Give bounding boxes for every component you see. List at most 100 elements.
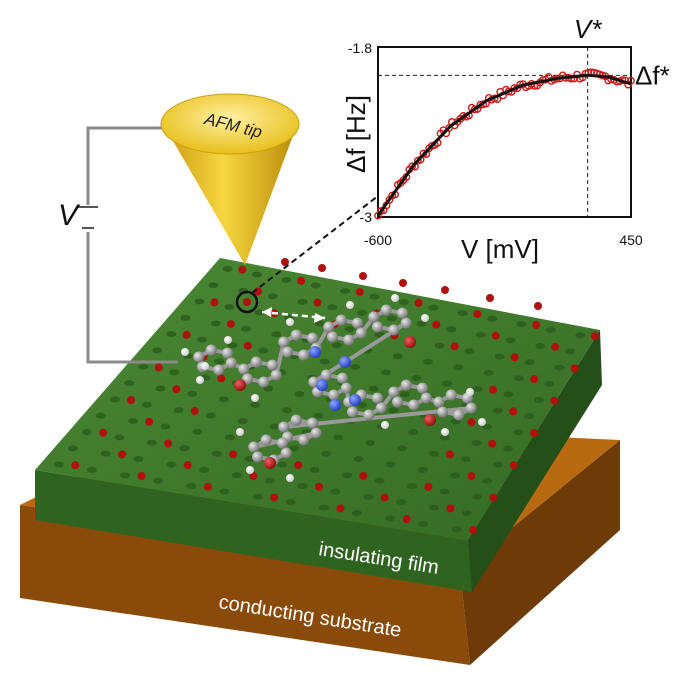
nitrogen-atom bbox=[316, 379, 328, 391]
lattice-site bbox=[428, 504, 439, 511]
lattice-site bbox=[533, 396, 544, 403]
lattice-site bbox=[67, 445, 78, 452]
lattice-site bbox=[434, 342, 445, 349]
carbon-atom bbox=[437, 406, 449, 418]
carbon-atom bbox=[328, 389, 340, 401]
adatom bbox=[172, 385, 181, 394]
lattice-site bbox=[422, 358, 433, 365]
lattice-site bbox=[505, 337, 516, 344]
lattice-site bbox=[254, 309, 265, 316]
adatom bbox=[491, 331, 500, 340]
adatom bbox=[424, 482, 433, 491]
lattice-site bbox=[95, 412, 106, 419]
nitrogen-atom bbox=[339, 356, 351, 368]
tip-top-face bbox=[160, 93, 300, 155]
carbon-atom bbox=[368, 311, 380, 323]
adatom bbox=[137, 472, 146, 481]
lattice-site bbox=[331, 342, 342, 349]
lattice-site bbox=[133, 456, 144, 463]
lattice-site bbox=[407, 483, 418, 490]
lattice-site bbox=[487, 315, 498, 322]
hydrogen-atom bbox=[201, 362, 209, 370]
adatom bbox=[126, 396, 135, 405]
hydrogen-atom bbox=[224, 336, 232, 344]
oxygen-atom bbox=[404, 336, 416, 348]
lattice-site bbox=[100, 450, 111, 457]
lattice-site bbox=[208, 282, 219, 289]
lattice-site bbox=[294, 391, 305, 398]
hydrogen-atom bbox=[251, 394, 259, 402]
adatom bbox=[510, 353, 519, 362]
adatom bbox=[488, 439, 497, 448]
lattice-site bbox=[494, 353, 505, 360]
lattice-site bbox=[564, 348, 575, 355]
hydrogen-atom bbox=[346, 301, 354, 309]
carbon-atom bbox=[371, 392, 383, 404]
carbon-atom bbox=[213, 364, 225, 376]
lattice-site bbox=[179, 445, 190, 452]
lattice-site bbox=[313, 412, 324, 419]
adatom bbox=[441, 286, 449, 294]
carbon-atom bbox=[363, 409, 375, 421]
lattice-site bbox=[575, 332, 586, 339]
lattice-site bbox=[482, 477, 493, 484]
carbon-atom bbox=[355, 327, 367, 339]
lattice-site bbox=[224, 434, 235, 441]
adatom bbox=[313, 298, 322, 307]
hydrogen-atom bbox=[381, 421, 389, 429]
carbon-atom bbox=[278, 421, 290, 433]
adatom bbox=[281, 258, 289, 266]
tip-offset-arrow bbox=[261, 310, 326, 320]
lattice-site bbox=[374, 477, 385, 484]
fit-curve bbox=[376, 73, 632, 217]
carbon-atom bbox=[323, 321, 335, 333]
adatom bbox=[217, 374, 226, 383]
lattice-site bbox=[318, 504, 329, 511]
carbon-atom bbox=[327, 331, 339, 343]
lattice-site bbox=[210, 320, 221, 327]
lattice-site bbox=[439, 488, 450, 495]
carbon-atom bbox=[205, 344, 217, 356]
lattice-site bbox=[352, 510, 363, 517]
lattice-site bbox=[386, 315, 397, 322]
adatom bbox=[359, 272, 367, 280]
lattice-site bbox=[321, 450, 332, 457]
lattice-site bbox=[428, 450, 439, 457]
insulating-film bbox=[35, 258, 602, 592]
adatom bbox=[473, 309, 482, 318]
lattice-site bbox=[365, 439, 376, 446]
adatom bbox=[355, 287, 364, 296]
lattice-site bbox=[446, 326, 457, 333]
carbon-atom bbox=[453, 409, 465, 421]
adatom bbox=[550, 396, 559, 405]
adatom bbox=[450, 342, 459, 351]
wire-bottom bbox=[86, 232, 178, 364]
lattice-site bbox=[81, 428, 92, 435]
wire-top bbox=[86, 126, 180, 205]
carbon-atom bbox=[221, 347, 233, 359]
lattice-site bbox=[330, 488, 341, 495]
lattice-site bbox=[457, 310, 468, 317]
hydrogen-atom bbox=[196, 376, 204, 384]
carbon-atom bbox=[340, 382, 352, 394]
lattice-site bbox=[180, 314, 191, 321]
lattice-site bbox=[237, 418, 248, 425]
oxygen-atom bbox=[424, 414, 436, 426]
lattice-site bbox=[271, 331, 282, 338]
carbon-atom bbox=[445, 389, 457, 401]
carbon-atom bbox=[238, 363, 250, 375]
adatom bbox=[336, 504, 345, 513]
adatom bbox=[154, 363, 163, 372]
carbon-atom bbox=[278, 336, 290, 348]
lattice-site bbox=[544, 380, 555, 387]
carbon-atom bbox=[416, 382, 428, 394]
lattice-site bbox=[252, 493, 263, 500]
hydrogen-atom bbox=[246, 466, 254, 474]
adatom bbox=[489, 493, 498, 502]
lattice-site bbox=[309, 466, 320, 473]
lattice-site bbox=[451, 526, 462, 533]
lattice-site bbox=[492, 407, 503, 414]
lattice-site bbox=[535, 342, 546, 349]
lattice-site bbox=[327, 304, 338, 311]
film-side-face bbox=[468, 330, 602, 592]
